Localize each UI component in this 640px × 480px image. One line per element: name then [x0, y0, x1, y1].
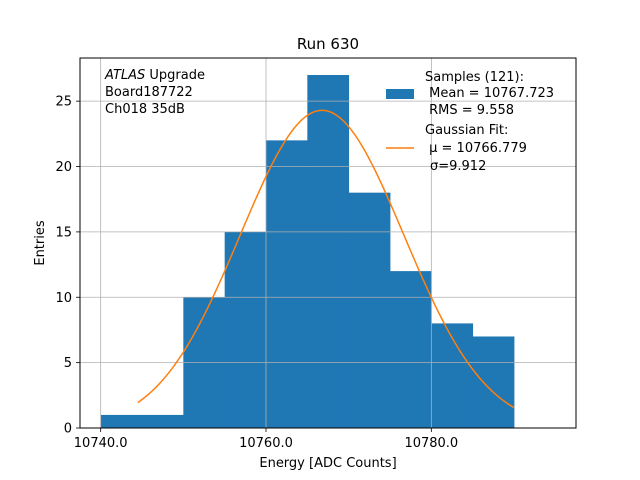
plot-frame — [79, 57, 577, 429]
annotation-board: Board187722 — [105, 85, 193, 100]
y-tick-label: 5 — [64, 356, 72, 371]
y-tick-label: 15 — [55, 225, 72, 240]
legend-fit-title: Gaussian Fit: — [425, 123, 508, 138]
annotation-channel: Ch018 35dB — [105, 102, 185, 117]
histogram-bar — [390, 271, 432, 428]
annotation-atlas: ATLAS — [104, 68, 145, 83]
grid-lines — [80, 58, 576, 428]
histogram-bar — [472, 336, 515, 428]
gaussian-fit-curve — [137, 109, 515, 409]
legend-samples-label: Samples (121): — [425, 70, 524, 85]
histogram-bars — [100, 75, 515, 428]
legend-sigma-label: σ=9.912 — [430, 159, 486, 174]
y-axis-ticks: 0 5 10 15 20 25 — [55, 95, 80, 437]
y-tick-label: 20 — [55, 160, 72, 175]
histogram-bar — [431, 323, 474, 428]
x-tick-label: 10780.0 — [404, 436, 458, 451]
legend-rms-label: RMS = 9.558 — [425, 103, 514, 118]
legend-mu-label: μ = 10766.779 — [425, 141, 527, 156]
y-tick-label: 25 — [55, 95, 72, 110]
legend-mean-label: Mean = 10767.723 — [425, 86, 554, 101]
histogram-bar — [348, 192, 391, 428]
annotation-line-1: ATLAS Upgrade — [104, 68, 205, 83]
legend-histogram-swatch — [386, 89, 414, 99]
annotation-upgrade: Upgrade — [145, 68, 205, 83]
y-axis-label: Entries — [33, 220, 48, 266]
histogram-bar — [307, 75, 350, 428]
histogram-bar — [142, 414, 184, 428]
x-tick-label: 10740.0 — [74, 436, 128, 451]
y-tick-label: 0 — [64, 422, 72, 437]
histogram-bar — [266, 140, 308, 428]
x-tick-label: 10760.0 — [239, 436, 293, 451]
histogram-bar — [100, 414, 143, 428]
chart-title: Run 630 — [297, 35, 359, 53]
histogram-bar — [224, 231, 267, 428]
legend: Samples (121): Mean = 10767.723 RMS = 9.… — [386, 70, 554, 174]
y-tick-label: 10 — [55, 291, 72, 306]
x-axis-label: Energy [ADC Counts] — [259, 456, 396, 471]
x-axis-ticks: 10740.0 10760.0 10780.0 — [74, 428, 458, 451]
